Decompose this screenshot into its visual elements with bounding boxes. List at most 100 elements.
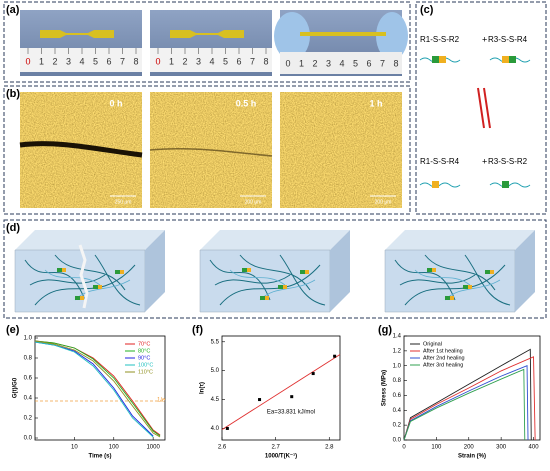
bond: -S-S- (498, 157, 517, 166)
ruler-number: 6 (236, 56, 241, 66)
x-tick-label: 2.8 (325, 445, 334, 451)
group-block (432, 56, 439, 63)
ruler-number: 1 (299, 58, 304, 68)
ruler-number: 0 (25, 56, 30, 66)
point (225, 426, 229, 430)
legend-label: After 2nd healing (423, 355, 465, 361)
y-axis-label: ln(τ) (200, 382, 206, 394)
point (333, 354, 337, 358)
ruler-number: 3 (66, 56, 71, 66)
x-axis-label: Time (s) (89, 454, 112, 460)
legend-label: 70°C (138, 341, 150, 347)
glove (274, 12, 310, 60)
panel-b-frame (3, 85, 411, 215)
group: R1 (420, 35, 431, 44)
y-tick-label: 0.0 (393, 438, 402, 444)
group-block (432, 181, 439, 188)
ruler-number: 2 (52, 56, 57, 66)
sample (170, 30, 244, 38)
micrograph (20, 92, 142, 208)
crack (149, 147, 273, 157)
x-tick-label: 100 (431, 445, 442, 451)
plus: + (482, 156, 487, 166)
group-block (502, 56, 509, 63)
ruler-number: 2 (182, 56, 187, 66)
ruler-number: 1 (39, 56, 44, 66)
point (258, 398, 262, 402)
ruler (150, 48, 272, 72)
point (290, 395, 294, 399)
bond: -S-S- (430, 35, 449, 44)
time-label: 0.5 h (236, 98, 257, 108)
y-tick-label: 1.4 (393, 334, 402, 340)
y-tick-label: 0.2 (24, 416, 33, 422)
x-tick-label: 10 (71, 445, 78, 451)
series-line (34, 340, 161, 438)
y-tick-label: 0.8 (24, 356, 33, 362)
ruler-number: 8 (393, 58, 398, 68)
series-line (34, 341, 154, 438)
x-tick-label: 100 (109, 445, 120, 451)
y-tick-label: 1.0 (393, 363, 402, 369)
time-label: 0 h (109, 98, 122, 108)
y-tick-label: 5.0 (211, 368, 220, 374)
y-tick-label: 0.0 (24, 436, 33, 442)
y-tick-label: 1.2 (393, 348, 402, 354)
y-tick-label: 0.6 (24, 376, 33, 382)
legend-label: 80°C (138, 348, 150, 354)
ruler-number: 0 (155, 56, 160, 66)
group: R4 (449, 157, 460, 166)
ruler (20, 48, 142, 72)
crack (78, 244, 89, 309)
charts-area (4, 322, 546, 462)
ruler-number: 7 (120, 56, 125, 66)
series-line (34, 340, 161, 437)
series-line (403, 356, 536, 441)
fit-line (221, 354, 341, 430)
ruler-number: 8 (263, 56, 268, 66)
ruler-number: 3 (326, 58, 331, 68)
ruler-number: 2 (312, 58, 317, 68)
ruler-number: 4 (339, 58, 344, 68)
sample (40, 30, 114, 38)
ruler-number: 0 (285, 58, 290, 68)
legend-label: After 1st healing (423, 348, 463, 354)
panel-c-frame (415, 1, 547, 215)
glove (376, 12, 408, 60)
group: R3 (488, 35, 499, 44)
panel-label: (g) (378, 324, 392, 336)
group: R2 (449, 35, 460, 44)
group: R2 (517, 157, 528, 166)
y-tick-label: 1.0 (24, 336, 33, 342)
x-tick-label: 2.7 (271, 445, 280, 451)
group: R3 (488, 157, 499, 166)
legend-label: After 3rd healing (423, 362, 463, 368)
group-block (509, 56, 516, 63)
panel-label: (e) (6, 324, 20, 336)
y-axis-label: G(t)/G0 (13, 377, 19, 398)
panel-label: (c) (420, 4, 434, 16)
arrow (477, 87, 485, 129)
network-illustration (14, 229, 166, 313)
molecule: R3-S-S-R4 (488, 35, 528, 44)
series-line (403, 365, 529, 441)
chain (419, 182, 461, 188)
series-line (403, 348, 532, 441)
ruler-number: 4 (79, 56, 84, 66)
y-tick-label: 0.8 (393, 378, 402, 384)
ruler-number: 1 (169, 56, 174, 66)
x-tick-label: 300 (496, 445, 507, 451)
ruler-number: 5 (93, 56, 98, 66)
x-axis-label: Strain (%) (458, 454, 486, 460)
x-tick-label: 200 (464, 445, 475, 451)
ruler-number: 7 (250, 56, 255, 66)
legend-label: 110°C (138, 369, 153, 375)
y-tick-label: 4.5 (211, 397, 220, 403)
plot-frame (403, 335, 541, 441)
ruler-number: 7 (380, 58, 385, 68)
panel-label: (d) (6, 222, 20, 234)
y-tick-label: 0.2 (393, 423, 402, 429)
point (311, 372, 315, 376)
panel-label: (b) (6, 88, 20, 100)
x-tick-label: 1000 (146, 445, 160, 451)
